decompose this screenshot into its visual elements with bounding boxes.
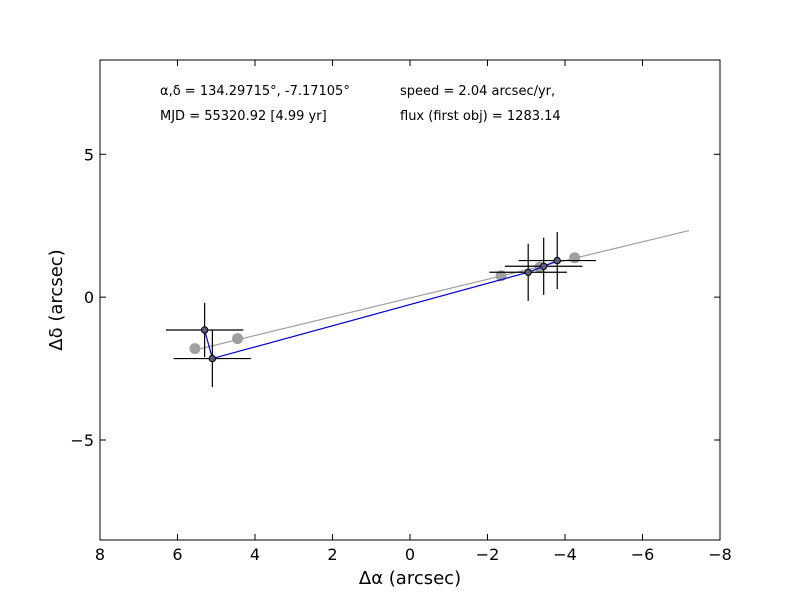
annotation-coords: α,δ = 134.29715°, -7.17105°	[160, 84, 350, 99]
model-point-4	[569, 252, 581, 264]
x-tick-label: −8	[708, 545, 732, 564]
observed-point-2	[524, 268, 532, 276]
x-tick-label: −4	[553, 545, 577, 564]
observed-point-0	[200, 326, 209, 334]
x-tick-label: −6	[631, 545, 655, 564]
x-tick-label: 4	[250, 545, 260, 564]
annotation-speed: speed = 2.04 arcsec/yr,	[400, 84, 555, 99]
observed-point-4	[553, 256, 561, 265]
tick-layer: 8 6 4 2 0 −2 −4 −6 −8 5 0 −5	[70, 60, 732, 564]
observed-point-3	[539, 262, 548, 270]
model-line	[194, 229, 690, 351]
observed-layer	[165, 232, 596, 388]
x-tick-label: −2	[476, 545, 500, 564]
y-tick-label: 0	[84, 288, 94, 307]
y-tick-label: −5	[70, 431, 94, 450]
observed-point-1	[208, 354, 217, 363]
x-tick-label: 6	[172, 545, 182, 564]
x-tick-label: 2	[327, 545, 337, 564]
annotation-mjd: MJD = 55320.92 [4.99 yr]	[160, 109, 327, 124]
y-tick-label: 5	[84, 145, 94, 164]
model-point-1	[232, 333, 244, 345]
x-tick-label: 8	[95, 545, 105, 564]
y-axis-title: Δδ (arcsec)	[46, 249, 67, 350]
annotation-flux: flux (first obj) = 1283.14	[400, 109, 561, 124]
x-axis-title: Δα (arcsec)	[359, 568, 461, 589]
model-point-0	[189, 343, 201, 355]
x-tick-label: 0	[405, 545, 415, 564]
